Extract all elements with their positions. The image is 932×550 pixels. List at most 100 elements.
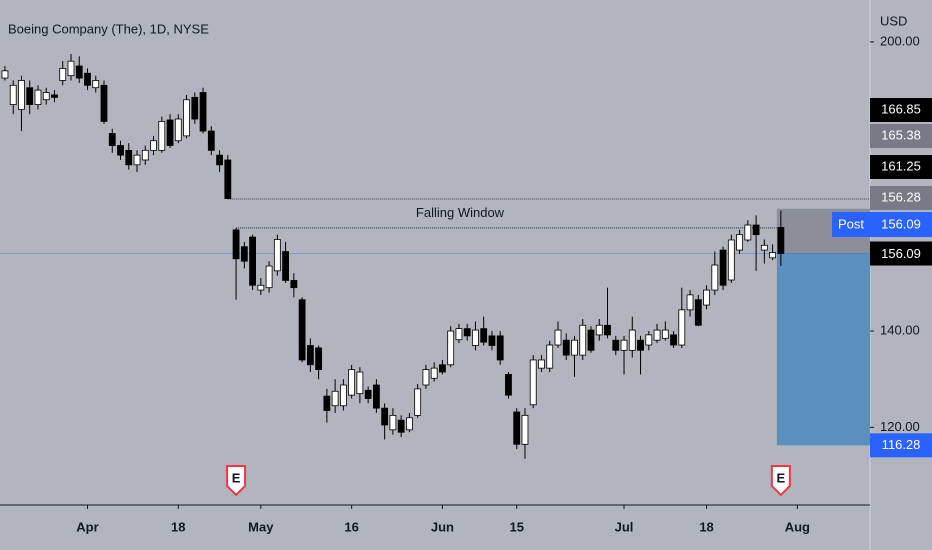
price-tag: 166.85 — [881, 101, 921, 116]
candle-body — [150, 140, 157, 151]
candle-body — [736, 234, 743, 251]
candle-body — [133, 154, 141, 166]
candle-body — [472, 329, 479, 346]
candle-body — [232, 229, 240, 260]
candle-body — [637, 339, 644, 351]
post-price: 156.09 — [881, 216, 921, 231]
candle-body — [174, 118, 182, 142]
axis-unit: USD — [880, 13, 907, 28]
candle-body — [42, 92, 50, 101]
candle-body — [554, 329, 562, 346]
post-label: Post — [838, 216, 864, 231]
candle-body — [422, 369, 430, 386]
candle-body — [207, 130, 215, 151]
candle-body — [9, 84, 17, 105]
candle-body — [538, 359, 545, 369]
x-tick-label: May — [248, 519, 274, 534]
candle-body — [546, 344, 554, 369]
candle-body — [595, 324, 603, 336]
candle-body — [290, 280, 298, 289]
candle-body — [216, 154, 223, 166]
candle-body — [488, 335, 496, 346]
candle-body — [282, 251, 289, 281]
post-label-bg — [832, 212, 870, 237]
x-tick-label: Jun — [431, 519, 454, 534]
price-tag-bg — [870, 98, 932, 122]
candle-body — [51, 94, 58, 98]
x-tick-label: 16 — [344, 519, 358, 534]
y-tick-label: 200.00 — [880, 33, 920, 48]
candle-body — [653, 329, 661, 341]
candle-body — [439, 364, 446, 373]
candle-body — [430, 367, 438, 379]
candle-body — [323, 395, 331, 411]
candle-body — [587, 329, 595, 351]
candle-body — [703, 289, 710, 306]
candle-body — [240, 246, 248, 262]
price-tag: 161.25 — [881, 158, 921, 173]
candle-body — [414, 388, 422, 416]
candle-body — [686, 294, 694, 311]
candle-body — [158, 121, 166, 151]
target-bg — [870, 433, 932, 458]
candle-body — [191, 96, 199, 120]
candle-body — [389, 414, 397, 431]
candle-body — [356, 371, 364, 395]
candle-body — [100, 84, 108, 122]
candle-body — [84, 72, 91, 86]
last-price-bg — [870, 241, 932, 266]
x-tick-label: Jul — [615, 519, 634, 534]
candle-body — [67, 60, 75, 77]
candle-body — [628, 329, 636, 351]
candle-body — [348, 369, 356, 396]
candle-body — [381, 407, 389, 426]
candle-body — [562, 339, 570, 356]
candle-body — [298, 299, 306, 361]
unit-bg — [871, 8, 932, 32]
chart-title: Boeing Company (The), 1D, NYSE — [8, 21, 209, 36]
price-tag: 156.28 — [881, 189, 921, 204]
candle-body — [364, 389, 372, 399]
candle-body — [719, 249, 727, 286]
x-tick-label: Apr — [76, 519, 98, 534]
candle-body — [620, 339, 628, 351]
candle-body — [678, 309, 686, 346]
annotation: Falling Window — [416, 205, 505, 220]
candle-body — [224, 159, 232, 199]
candle-body — [75, 65, 83, 79]
candle-body — [306, 345, 314, 366]
candle-body — [604, 324, 611, 336]
candle-body — [447, 330, 455, 366]
target-label: 116.28 — [882, 437, 921, 452]
candle-body — [1, 70, 9, 79]
candle-body — [199, 92, 207, 132]
candle-body — [612, 339, 620, 351]
candle-body — [265, 265, 273, 289]
candle-body — [455, 328, 463, 341]
candle-body — [463, 328, 471, 337]
candle-body — [529, 359, 537, 406]
candle-body — [711, 264, 719, 291]
candle-body — [694, 299, 702, 326]
candle-body — [661, 329, 669, 339]
candle-body — [496, 335, 504, 361]
earnings-label: E — [232, 470, 241, 485]
candle-body — [141, 149, 149, 161]
y-tick-label: 140.00 — [880, 322, 920, 337]
candle-body — [108, 133, 116, 146]
candle-body — [372, 384, 380, 409]
earnings-icon — [770, 465, 791, 497]
candle-body — [183, 99, 190, 137]
price-tag-bg — [870, 124, 932, 148]
x-tick-label: 18 — [171, 519, 185, 534]
candle-body — [727, 239, 735, 281]
candle-body — [59, 68, 67, 81]
candle-body — [397, 419, 405, 433]
y-tick-label: 120.00 — [880, 419, 920, 434]
candle-body — [339, 384, 347, 407]
last-price: 156.09 — [881, 246, 921, 261]
candle-body — [752, 224, 760, 236]
candle-body — [34, 89, 42, 105]
